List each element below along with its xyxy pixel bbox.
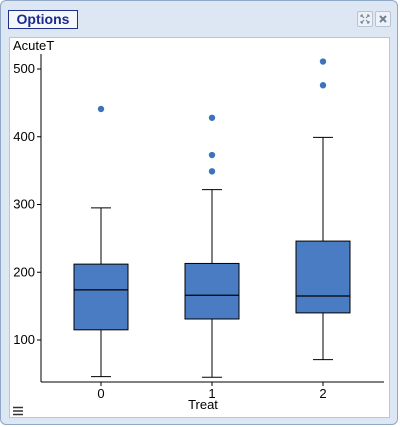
box-plot: 100 200 300 400 500 0 1 2 AcuteT Treat [13, 38, 384, 412]
box [295, 240, 351, 314]
y-tick-label: 200 [13, 264, 35, 279]
outlier-point [208, 114, 216, 121]
outlier-point [97, 105, 105, 113]
options-button[interactable]: Options [8, 10, 78, 29]
y-tick-label: 300 [13, 197, 35, 212]
x-tick-label: 1 [208, 386, 215, 401]
outlier-point [319, 82, 327, 89]
outlier-point [319, 58, 327, 65]
window-titlebar: Options [1, 1, 399, 37]
outlier-point [208, 151, 216, 159]
y-tick-label: 400 [13, 129, 35, 144]
x-tick-label: 0 [97, 386, 104, 401]
outlier-point [208, 168, 216, 175]
x-axis-label: Treat [188, 397, 218, 412]
chart-panel: 100 200 300 400 500 0 1 2 AcuteT Treat [9, 37, 390, 418]
box [184, 262, 240, 320]
maximize-icon[interactable] [357, 11, 373, 27]
y-tick-label: 100 [13, 332, 35, 347]
menu-icon[interactable] [12, 403, 24, 416]
close-icon[interactable] [375, 11, 391, 27]
x-tick-label: 2 [319, 386, 326, 401]
box [73, 263, 129, 331]
y-tick-label: 500 [13, 61, 35, 76]
y-axis-label: AcuteT [13, 38, 54, 53]
